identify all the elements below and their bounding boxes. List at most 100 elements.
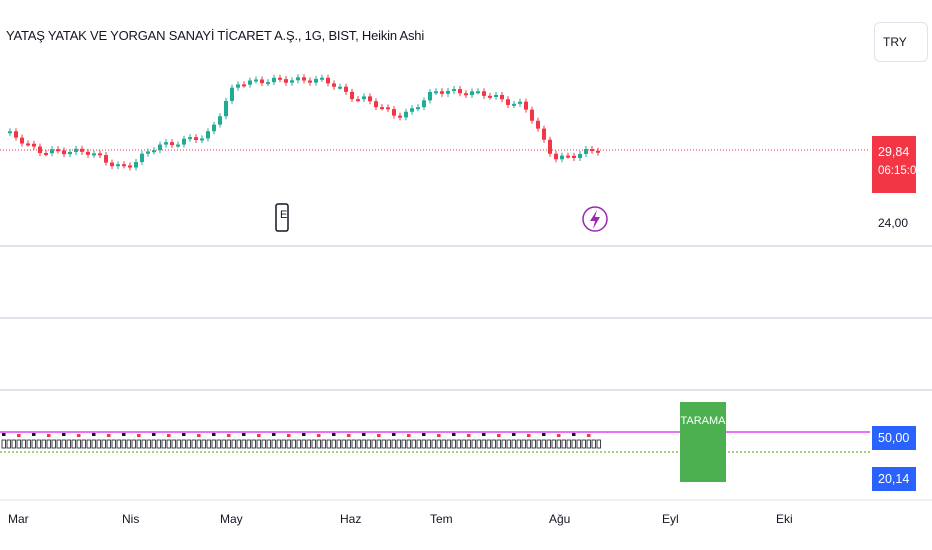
candle-body bbox=[452, 89, 456, 92]
indicator-mark bbox=[496, 439, 501, 449]
indicator-mark bbox=[296, 439, 301, 449]
candle-body bbox=[572, 155, 576, 158]
indicator-mark bbox=[46, 439, 51, 449]
indicator-mark bbox=[126, 439, 131, 449]
x-tick-label: May bbox=[220, 512, 243, 526]
indicator-dot bbox=[77, 434, 81, 437]
indicator-mark bbox=[341, 439, 346, 449]
candle-body bbox=[524, 101, 528, 110]
indicator-mark bbox=[151, 439, 156, 449]
indicator-mark bbox=[241, 439, 246, 449]
indicator-mark bbox=[181, 439, 186, 449]
last-price-value: 29,84 bbox=[878, 145, 910, 159]
candle-body bbox=[260, 79, 264, 84]
indicator-mark bbox=[536, 439, 541, 449]
candle-body bbox=[206, 131, 210, 139]
scan-label-box: TARAMA bbox=[680, 402, 726, 482]
candle-body bbox=[386, 107, 390, 110]
candle-body bbox=[44, 153, 48, 156]
indicator-mark bbox=[556, 439, 561, 449]
indicator-mark bbox=[226, 439, 231, 449]
indicator-mark bbox=[526, 439, 531, 449]
indicator-mark bbox=[101, 439, 106, 449]
indicator-mark bbox=[81, 439, 86, 449]
indicator-mark bbox=[231, 439, 236, 449]
candle-body bbox=[140, 153, 144, 163]
candle-body bbox=[326, 77, 330, 84]
indicator-mark bbox=[71, 439, 76, 449]
candle-body bbox=[362, 96, 366, 100]
chart-title: YATAŞ YATAK VE YORGAN SANAYİ TİCARET A.Ş… bbox=[6, 28, 425, 43]
upper-level-tag: 50,00 bbox=[872, 426, 916, 450]
indicator-dot bbox=[542, 433, 546, 436]
candle-body bbox=[320, 77, 324, 80]
indicator-mark bbox=[156, 439, 161, 449]
indicator-mark bbox=[76, 439, 81, 449]
candle-body bbox=[446, 90, 450, 94]
indicator-dot bbox=[47, 434, 51, 437]
indicator-dot bbox=[482, 433, 486, 436]
candle-body bbox=[188, 137, 192, 140]
candle-body bbox=[350, 91, 354, 100]
candle-body bbox=[392, 109, 396, 116]
candle-body bbox=[224, 100, 228, 117]
indicator-mark bbox=[36, 439, 41, 449]
candle-body bbox=[176, 144, 180, 147]
candle-body bbox=[404, 111, 408, 118]
candle-body bbox=[86, 151, 90, 155]
indicator-dot bbox=[422, 433, 426, 436]
indicator-mark bbox=[206, 439, 211, 449]
indicator-mark bbox=[376, 439, 381, 449]
candle-body bbox=[518, 101, 522, 104]
indicator-mark bbox=[561, 439, 566, 449]
candle-body bbox=[584, 149, 588, 154]
indicator-mark bbox=[16, 439, 21, 449]
candle-body bbox=[590, 149, 594, 152]
indicator-dot bbox=[32, 433, 36, 436]
candle-body bbox=[236, 84, 240, 88]
indicator-dot bbox=[467, 434, 471, 437]
indicator-mark bbox=[186, 439, 191, 449]
indicator-mark bbox=[316, 439, 321, 449]
indicator-mark bbox=[371, 439, 376, 449]
candle-body bbox=[20, 137, 24, 144]
indicator-mark bbox=[541, 439, 546, 449]
candle-body bbox=[302, 77, 306, 81]
indicator-mark bbox=[281, 439, 286, 449]
indicator-dot bbox=[572, 433, 576, 436]
indicator-mark bbox=[291, 439, 296, 449]
candle-body bbox=[278, 77, 282, 80]
indicator-dot bbox=[92, 433, 96, 436]
candle-body bbox=[56, 149, 60, 152]
indicator-dot bbox=[197, 434, 201, 437]
indicator-mark bbox=[366, 439, 371, 449]
candle-body bbox=[38, 146, 42, 154]
indicator-mark bbox=[111, 439, 116, 449]
indicator-mark bbox=[381, 439, 386, 449]
indicator-mark bbox=[471, 439, 476, 449]
indicator-dot bbox=[227, 434, 231, 437]
candle-body bbox=[374, 101, 378, 108]
x-tick-label: Nis bbox=[122, 512, 140, 526]
indicator-dot bbox=[2, 433, 6, 436]
price-axis-level: 24,00 bbox=[878, 216, 909, 230]
x-tick-label: Eki bbox=[776, 512, 793, 526]
indicator-dot bbox=[17, 434, 21, 437]
indicator-mark bbox=[516, 439, 521, 449]
indicator-dot bbox=[287, 434, 291, 437]
indicator-mark bbox=[506, 439, 511, 449]
currency-selector[interactable]: TRY bbox=[874, 22, 928, 62]
candle-body bbox=[8, 131, 12, 134]
indicator-mark bbox=[431, 439, 436, 449]
candle-body bbox=[578, 153, 582, 158]
candle-body bbox=[500, 94, 504, 100]
candle-body bbox=[272, 77, 276, 83]
candle-body bbox=[266, 82, 270, 85]
candle-body bbox=[92, 153, 96, 156]
candle-body bbox=[332, 83, 336, 87]
candle-body bbox=[230, 87, 234, 101]
indicator-mark bbox=[576, 439, 581, 449]
indicator-mark bbox=[426, 439, 431, 449]
indicator-mark bbox=[301, 439, 306, 449]
